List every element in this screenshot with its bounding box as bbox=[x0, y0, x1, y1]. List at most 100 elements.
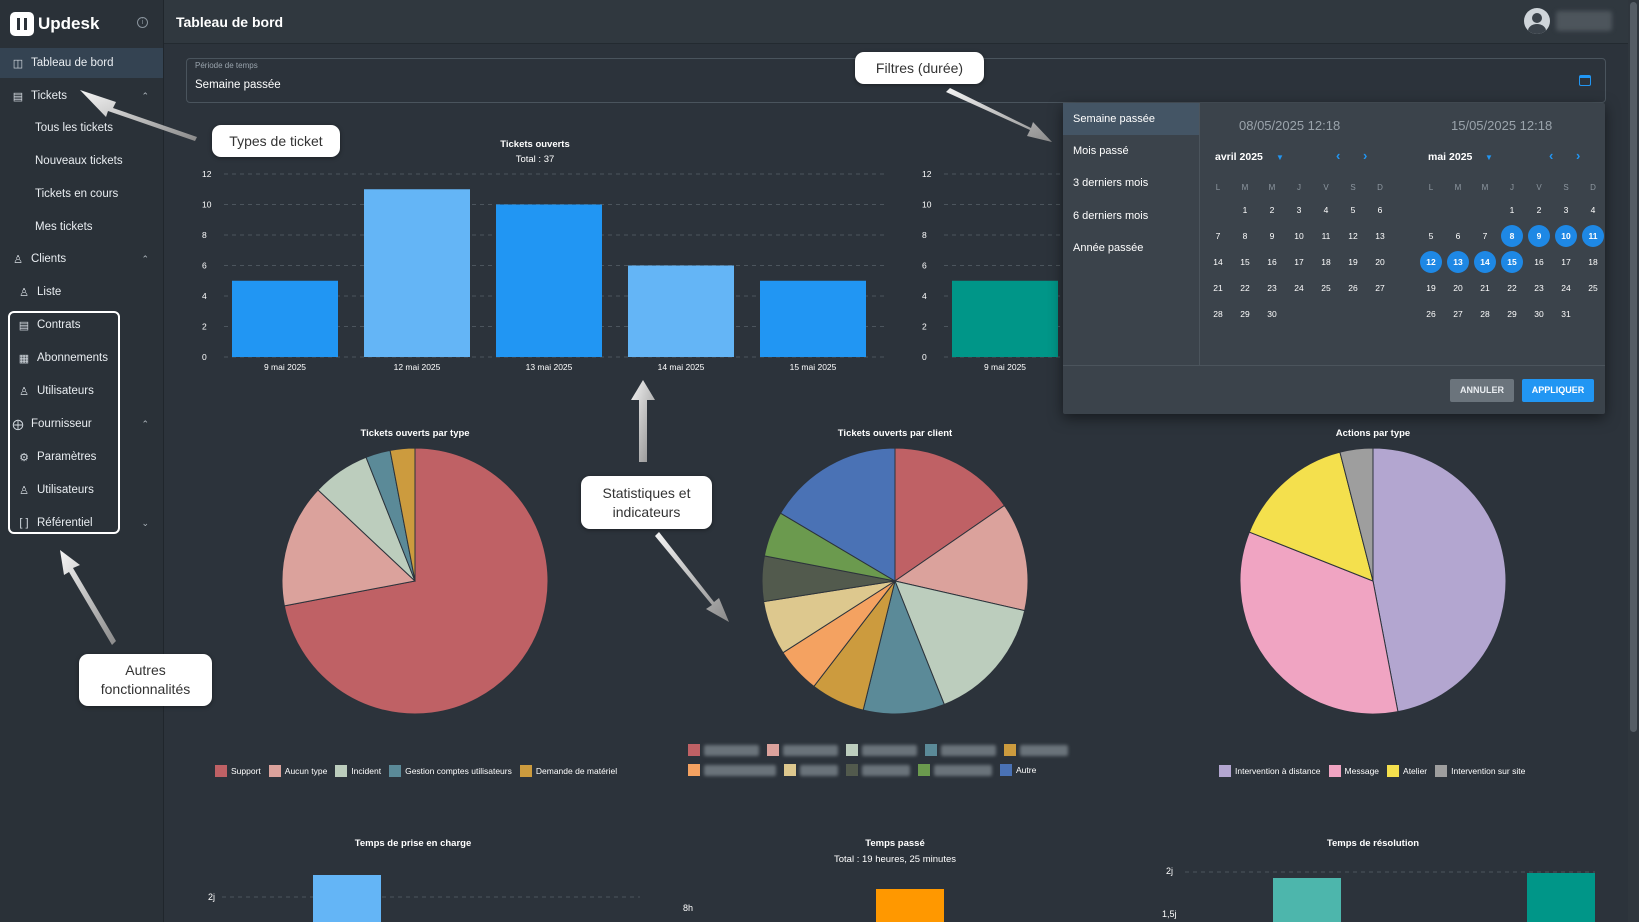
calendar-day[interactable]: 17 bbox=[1294, 257, 1304, 267]
calendar-day[interactable]: 4 bbox=[1590, 205, 1596, 215]
calendar-day[interactable]: 2 bbox=[1269, 205, 1275, 215]
calendar-day[interactable]: 13 bbox=[1375, 231, 1385, 241]
calendar-day[interactable]: 27 bbox=[1453, 309, 1463, 319]
legend-item[interactable] bbox=[1004, 744, 1068, 756]
sidebar-item-clients[interactable]: ♙ Clients ⌃ bbox=[0, 244, 163, 274]
calendar-day[interactable]: 11 bbox=[1582, 225, 1604, 247]
calendar-day[interactable]: 7 bbox=[1215, 231, 1221, 241]
calendar-day[interactable]: 20 bbox=[1375, 257, 1385, 267]
cancel-button[interactable]: ANNULER bbox=[1450, 379, 1514, 402]
calendar-day[interactable]: 26 bbox=[1426, 309, 1436, 319]
calendar-day[interactable]: 3 bbox=[1563, 205, 1569, 215]
calendar-day[interactable]: 21 bbox=[1213, 283, 1223, 293]
legend-item[interactable] bbox=[925, 744, 996, 756]
legend-item[interactable] bbox=[846, 744, 917, 756]
calendar-day[interactable]: 21 bbox=[1480, 283, 1490, 293]
preset-last-6-months[interactable]: 6 derniers mois bbox=[1073, 210, 1149, 222]
calendar-day[interactable]: 5 bbox=[1350, 205, 1356, 215]
legend-item[interactable] bbox=[688, 764, 776, 776]
calendar-day[interactable]: 26 bbox=[1348, 283, 1358, 293]
calendar-day[interactable]: 1 bbox=[1509, 205, 1515, 215]
calendar-day[interactable]: 9 bbox=[1528, 225, 1550, 247]
user-name-blurred[interactable] bbox=[1556, 11, 1612, 31]
calendar-day[interactable]: 3 bbox=[1296, 205, 1302, 215]
calendar-day[interactable]: 8 bbox=[1242, 231, 1248, 241]
calendar-day[interactable]: 11 bbox=[1321, 231, 1331, 241]
calendar-day[interactable]: 23 bbox=[1534, 283, 1544, 293]
calendar-day[interactable]: 24 bbox=[1294, 283, 1304, 293]
calendar-day[interactable]: 6 bbox=[1377, 205, 1383, 215]
calendar-day[interactable]: 4 bbox=[1323, 205, 1329, 215]
calendar-day[interactable]: 7 bbox=[1482, 231, 1488, 241]
calendar-day[interactable]: 23 bbox=[1267, 283, 1277, 293]
calendar-day[interactable]: 31 bbox=[1561, 309, 1571, 319]
legend-item[interactable] bbox=[688, 744, 759, 756]
calendar-day[interactable]: 29 bbox=[1240, 309, 1250, 319]
sidebar-item-all-tickets[interactable]: Tous les tickets bbox=[0, 113, 163, 143]
next-month-icon[interactable]: › bbox=[1576, 148, 1581, 163]
calendar-day[interactable]: 27 bbox=[1375, 283, 1385, 293]
calendar-day[interactable]: 14 bbox=[1213, 257, 1223, 267]
avatar-icon[interactable] bbox=[1524, 8, 1550, 34]
calendar-day[interactable]: 20 bbox=[1453, 283, 1463, 293]
preset-last-year[interactable]: Année passée bbox=[1073, 242, 1144, 254]
calendar-day[interactable]: 12 bbox=[1348, 231, 1358, 241]
calendar-day[interactable]: 10 bbox=[1294, 231, 1304, 241]
legend-item[interactable]: Atelier bbox=[1387, 765, 1427, 777]
calendar-day[interactable]: 22 bbox=[1240, 283, 1250, 293]
sidebar-item-settings[interactable]: ⚙ Paramètres bbox=[0, 442, 163, 472]
calendar-day[interactable]: 8 bbox=[1501, 225, 1523, 247]
sidebar-item-new-tickets[interactable]: Nouveaux tickets bbox=[0, 146, 163, 176]
calendar-day[interactable]: 6 bbox=[1455, 231, 1461, 241]
calendar-day[interactable]: 19 bbox=[1348, 257, 1358, 267]
sidebar-item-tickets[interactable]: ▤ Tickets ⌃ bbox=[0, 81, 163, 111]
calendar-day[interactable]: 25 bbox=[1588, 283, 1598, 293]
preset-last-month[interactable]: Mois passé bbox=[1073, 145, 1129, 157]
calendar-day[interactable]: 15 bbox=[1501, 251, 1523, 273]
legend-item[interactable]: Demande de matériel bbox=[519, 765, 617, 777]
legend-item[interactable]: Aucun type bbox=[268, 765, 327, 777]
scrollbar[interactable] bbox=[1628, 0, 1639, 922]
calendar-day[interactable]: 1 bbox=[1242, 205, 1248, 215]
next-month-icon[interactable]: › bbox=[1363, 148, 1368, 163]
left-month-header[interactable]: avril 2025 bbox=[1215, 151, 1263, 163]
sidebar-item-tickets-in-progress[interactable]: Tickets en cours bbox=[0, 179, 163, 209]
legend-item[interactable]: Incident bbox=[335, 765, 381, 777]
calendar-day[interactable]: 30 bbox=[1267, 309, 1277, 319]
apply-button[interactable]: APPLIQUER bbox=[1522, 379, 1594, 402]
legend-item[interactable]: Support bbox=[215, 765, 261, 777]
calendar-day[interactable]: 5 bbox=[1428, 231, 1434, 241]
sidebar-item-referential[interactable]: [ ] Référentiel ⌄ bbox=[0, 508, 163, 538]
right-month-header[interactable]: mai 2025 bbox=[1428, 151, 1473, 163]
legend-item[interactable] bbox=[784, 764, 838, 776]
prev-month-icon[interactable]: ‹ bbox=[1549, 148, 1554, 163]
caret-down-icon[interactable]: ▼ bbox=[1276, 153, 1284, 162]
sidebar-item-list[interactable]: ♙ Liste bbox=[0, 277, 163, 307]
info-icon[interactable]: i bbox=[137, 17, 148, 28]
calendar-icon[interactable] bbox=[1579, 75, 1591, 86]
legend-item[interactable] bbox=[767, 744, 838, 756]
prev-month-icon[interactable]: ‹ bbox=[1336, 148, 1341, 163]
calendar-day[interactable]: 30 bbox=[1534, 309, 1544, 319]
calendar-day[interactable]: 19 bbox=[1426, 283, 1436, 293]
sidebar-item-client-users[interactable]: ♙ Utilisateurs bbox=[0, 376, 163, 406]
calendar-day[interactable]: 14 bbox=[1474, 251, 1496, 273]
sidebar-item-contracts[interactable]: ▤ Contrats bbox=[0, 310, 163, 340]
scrollbar-thumb[interactable] bbox=[1630, 2, 1637, 732]
calendar-day[interactable]: 25 bbox=[1321, 283, 1331, 293]
legend-item[interactable] bbox=[918, 764, 992, 776]
preset-last-3-months[interactable]: 3 derniers mois bbox=[1073, 177, 1149, 189]
preset-last-week[interactable]: Semaine passée bbox=[1063, 103, 1199, 135]
calendar-day[interactable]: 15 bbox=[1240, 257, 1250, 267]
legend-item[interactable] bbox=[846, 764, 910, 776]
legend-item[interactable]: Autre bbox=[1000, 764, 1036, 776]
legend-item[interactable]: Message bbox=[1328, 765, 1379, 777]
calendar-day[interactable]: 17 bbox=[1561, 257, 1571, 267]
calendar-day[interactable]: 18 bbox=[1588, 257, 1598, 267]
legend-item[interactable]: Gestion comptes utilisateurs bbox=[389, 765, 512, 777]
sidebar-item-dashboard[interactable]: ◫ Tableau de bord bbox=[0, 48, 163, 78]
calendar-day[interactable]: 10 bbox=[1555, 225, 1577, 247]
calendar-day[interactable]: 29 bbox=[1507, 309, 1517, 319]
calendar-day[interactable]: 2 bbox=[1536, 205, 1542, 215]
calendar-day[interactable]: 9 bbox=[1269, 231, 1275, 241]
